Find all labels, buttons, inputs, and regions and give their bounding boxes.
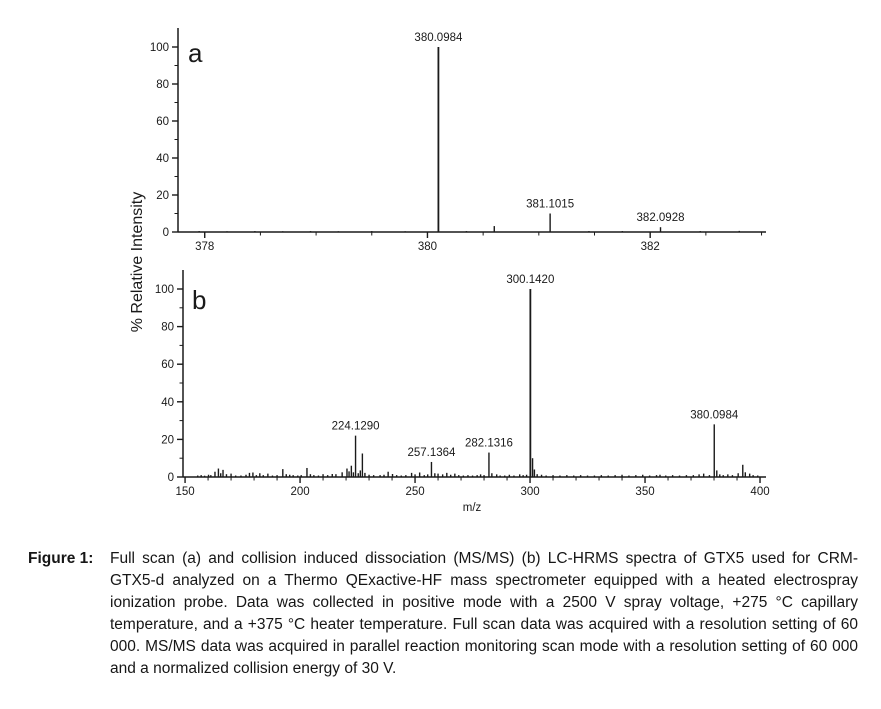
panel_b-x-tick-label: 250 xyxy=(405,486,424,498)
panel_a-x-tick-label: 380 xyxy=(418,241,437,253)
mass-spectra-figure: 378 380 382 0 20 40 60 80 100 380.0984 381.1015 382… xyxy=(129,28,770,514)
figure-caption-label: Figure 1: xyxy=(28,550,94,567)
panel_b-y-tick-label: 20 xyxy=(161,434,174,446)
panel_a-y-tick-label: 100 xyxy=(150,42,169,54)
panel_b-y-tick-label: 40 xyxy=(161,397,174,409)
y-axis-title: % Relative Intensity xyxy=(129,192,146,333)
panel_a-peak-label: 380.0984 xyxy=(414,32,463,44)
panel_a-peak-label: 381.1015 xyxy=(526,199,574,211)
x-axis-title: m/z xyxy=(463,502,482,514)
panel_b-y-tick-label: 0 xyxy=(168,472,174,484)
panel_b-x-tick-label: 300 xyxy=(520,486,539,498)
panel_b-peak-label: 300.1420 xyxy=(506,274,554,286)
panel_a-x-tick-label: 382 xyxy=(641,241,660,253)
panel_b-y-tick-label: 60 xyxy=(161,359,174,371)
panel_a-peak-label: 382.0928 xyxy=(637,212,685,224)
panel_a-y-tick-label: 40 xyxy=(156,153,169,165)
panel_a-y-tick-label: 60 xyxy=(156,116,169,128)
panel_b-x-tick-label: 150 xyxy=(175,486,194,498)
panel_a-x-tick-label: 378 xyxy=(195,241,214,253)
panel_a-panel-letter: a xyxy=(188,38,203,68)
panel_b-panel-letter: b xyxy=(192,285,206,315)
figure-caption-text: Full scan (a) and collision induced diss… xyxy=(110,550,858,677)
panel_b-peak-label: 282.1316 xyxy=(465,438,513,450)
panel_b-peak-label: 380.0984 xyxy=(690,409,739,421)
panel_a-y-tick-label: 20 xyxy=(156,190,169,202)
panel_b-peak-label: 257.1364 xyxy=(407,447,456,459)
panel_b-peak-label: 224.1290 xyxy=(332,421,380,433)
panel_b-x-tick-label: 350 xyxy=(635,486,654,498)
panel_b-x-tick-label: 400 xyxy=(750,486,769,498)
panel_b-y-tick-label: 80 xyxy=(161,322,174,334)
panel_a-y-tick-label: 80 xyxy=(156,79,169,91)
panel_b-y-tick-label: 100 xyxy=(155,284,174,296)
panel_b-x-tick-label: 200 xyxy=(290,486,309,498)
panel_a-y-tick-label: 0 xyxy=(163,227,169,239)
figure-caption: Figure 1: Full scan (a) and collision in… xyxy=(28,548,858,680)
